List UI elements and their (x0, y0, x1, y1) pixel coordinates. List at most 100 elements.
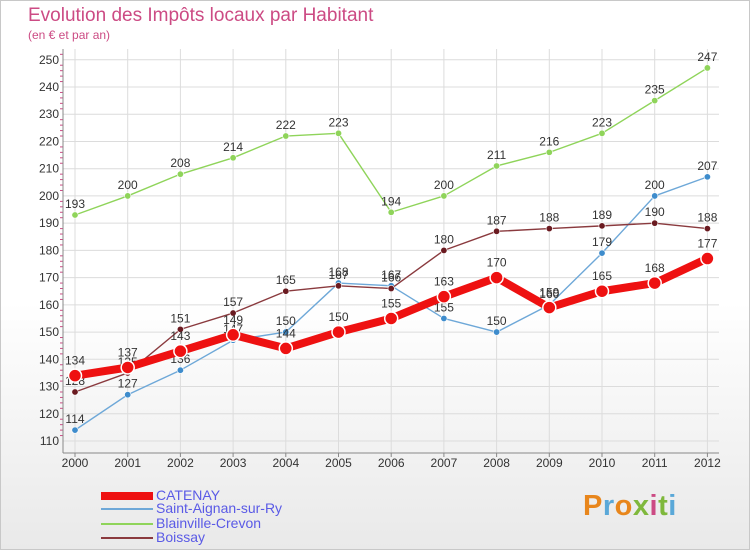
y-tick-label: 210 (39, 162, 59, 176)
data-label-catenay: 168 (645, 261, 665, 275)
data-point-blainville-crevon (229, 154, 237, 162)
data-point-saint-aignan-sur-ry (282, 328, 290, 336)
legend-item-boissay: Boissay (101, 530, 205, 545)
y-tick-label: 230 (39, 107, 59, 121)
data-label-blainville-crevon: 200 (434, 178, 454, 192)
logo-letter: i (668, 490, 677, 522)
data-label-saint-aignan-sur-ry: 127 (118, 377, 138, 391)
legend-label: Blainville-Crevon (156, 515, 262, 531)
data-label-catenay: 155 (381, 296, 401, 310)
data-point-blainville-crevon (124, 192, 132, 200)
x-tick-label: 2010 (589, 456, 616, 470)
data-label-catenay: 143 (170, 329, 190, 343)
data-point-catenay (67, 368, 83, 383)
x-tick-label: 2000 (62, 456, 89, 470)
logo-letter: P (583, 490, 603, 522)
data-label-blainville-crevon: 208 (170, 156, 190, 170)
y-tick-label: 200 (39, 189, 59, 203)
data-label-boissay: 190 (645, 205, 665, 219)
y-tick-label: 250 (39, 53, 59, 67)
logo-letter: t (658, 490, 669, 522)
data-label-saint-aignan-sur-ry: 160 (539, 287, 559, 301)
logo-letter: o (614, 490, 633, 522)
data-point-catenay (647, 275, 662, 291)
legend-swatch (101, 536, 153, 539)
data-point-blainville-crevon (71, 211, 79, 219)
data-label-catenay: 144 (276, 326, 296, 340)
data-point-boissay (282, 287, 290, 295)
logo-letter: i (649, 490, 659, 522)
data-label-catenay: 159 (539, 286, 559, 300)
legend-swatch (101, 491, 153, 500)
data-point-blainville-crevon (703, 64, 711, 72)
y-tick-label: 110 (40, 434, 59, 448)
data-point-boissay (176, 325, 184, 333)
data-point-blainville-crevon (176, 170, 184, 178)
legend-swatch (101, 507, 153, 510)
data-label-boissay: 187 (487, 213, 507, 227)
data-label-blainville-crevon: 223 (328, 115, 348, 129)
data-point-saint-aignan-sur-ry (493, 328, 501, 336)
x-tick-label: 2002 (167, 456, 194, 470)
data-point-boissay (229, 309, 237, 317)
data-label-catenay: 165 (592, 269, 612, 283)
data-point-boissay (493, 227, 501, 235)
data-point-boissay (387, 285, 395, 293)
data-label-blainville-crevon: 194 (381, 194, 401, 208)
logo-letter: x (632, 490, 650, 522)
data-point-catenay (225, 327, 241, 343)
data-point-catenay (594, 283, 610, 299)
legend-item-catenay: CATENAY (101, 488, 220, 503)
chart-subtitle: (en € et par an) (28, 28, 111, 42)
data-point-saint-aignan-sur-ry (703, 173, 711, 181)
data-point-blainville-crevon (334, 129, 342, 137)
data-point-catenay (331, 324, 346, 340)
data-label-boissay: 188 (697, 211, 717, 225)
legend-item-blainville: Blainville-Crevon (101, 516, 261, 531)
data-label-saint-aignan-sur-ry: 155 (434, 300, 454, 314)
data-point-boissay (440, 246, 448, 254)
data-point-blainville-crevon (493, 162, 501, 170)
y-tick-label: 130 (39, 380, 59, 394)
data-point-blainville-crevon (282, 132, 290, 140)
data-label-boissay: 165 (276, 273, 296, 287)
data-point-boissay (71, 388, 79, 396)
data-point-blainville-crevon (387, 208, 395, 216)
data-label-catenay: 170 (487, 256, 507, 270)
y-tick-label: 190 (39, 216, 59, 230)
x-tick-label: 2003 (220, 456, 247, 470)
data-point-blainville-crevon (651, 97, 659, 105)
data-label-saint-aignan-sur-ry: 167 (381, 268, 401, 282)
x-tick-label: 2005 (325, 456, 352, 470)
x-tick-label: 2001 (114, 456, 141, 470)
data-label-blainville-crevon: 222 (276, 118, 296, 132)
data-point-boissay (651, 219, 659, 227)
data-label-blainville-crevon: 235 (645, 83, 665, 97)
data-label-boissay: 157 (223, 295, 243, 309)
legend-item-saint-aignan: Saint-Aignan-sur-Ry (101, 501, 282, 516)
data-label-blainville-crevon: 200 (118, 178, 138, 192)
data-label-saint-aignan-sur-ry: 168 (328, 265, 348, 279)
data-point-catenay (489, 270, 504, 285)
data-point-blainville-crevon (545, 148, 553, 156)
data-point-catenay (278, 341, 294, 356)
x-tick-label: 2006 (378, 456, 405, 470)
data-point-catenay (173, 343, 188, 359)
data-label-saint-aignan-sur-ry: 150 (487, 314, 507, 328)
data-point-saint-aignan-sur-ry (71, 426, 79, 434)
proxiti-logo: Proxiti (583, 490, 677, 523)
x-tick-label: 2009 (536, 456, 563, 470)
data-label-blainville-crevon: 223 (592, 115, 612, 129)
data-point-boissay (598, 222, 606, 230)
y-tick-label: 170 (39, 271, 59, 285)
data-label-boissay: 166 (381, 271, 401, 285)
data-label-catenay: 163 (434, 275, 454, 289)
data-label-blainville-crevon: 211 (487, 148, 506, 162)
x-tick-label: 2011 (642, 456, 668, 470)
data-label-catenay: 150 (328, 310, 348, 324)
data-label-blainville-crevon: 216 (539, 134, 559, 148)
data-label-saint-aignan-sur-ry: 114 (65, 412, 84, 426)
data-label-saint-aignan-sur-ry: 200 (645, 178, 665, 192)
legend-swatch (101, 522, 153, 525)
